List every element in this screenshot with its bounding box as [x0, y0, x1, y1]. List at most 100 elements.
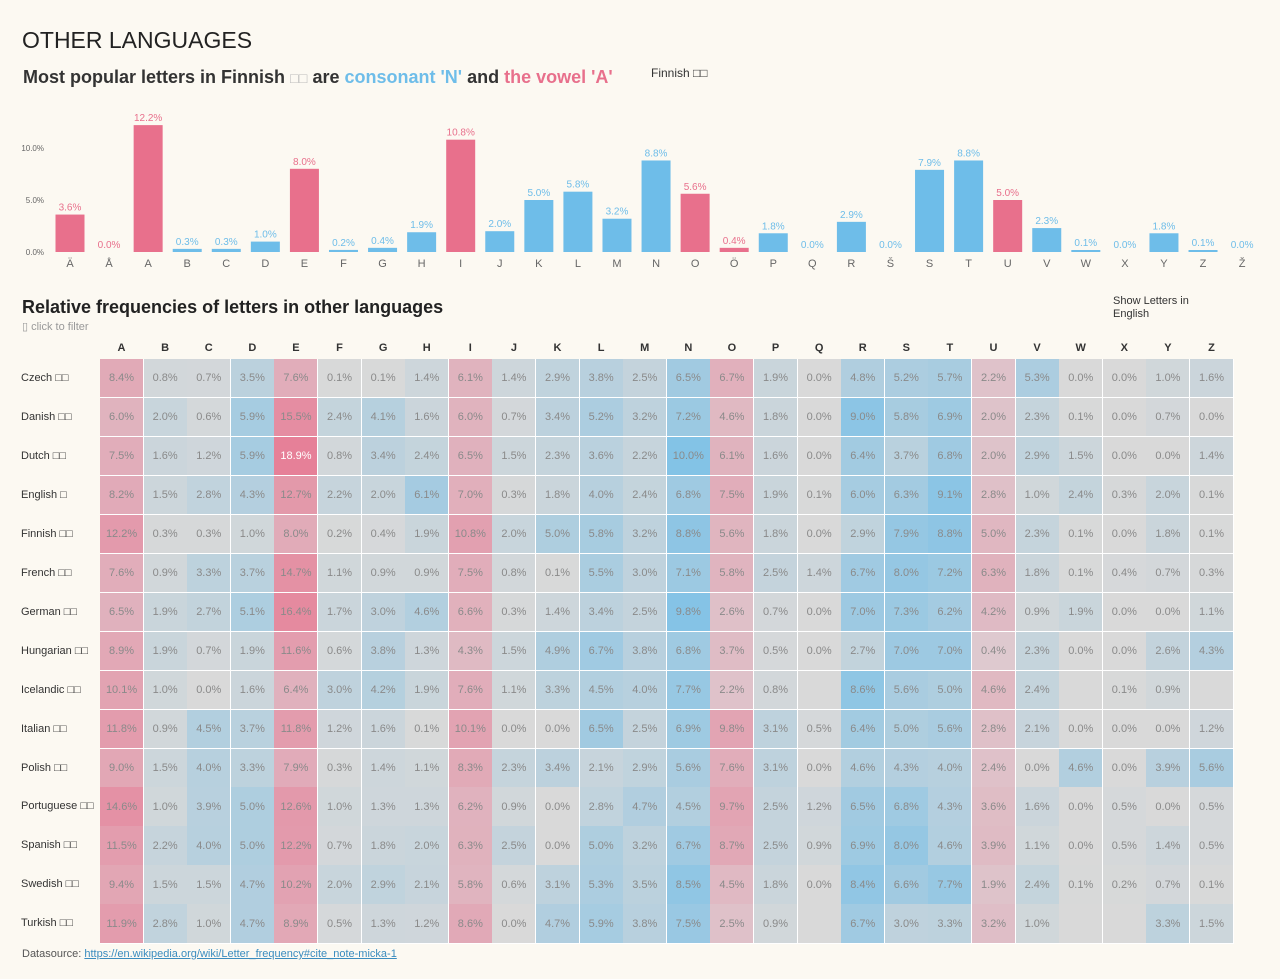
heatmap-cell[interactable]: 1.9%	[143, 631, 188, 672]
heatmap-cell[interactable]: 2.5%	[754, 826, 799, 866]
heatmap-cell[interactable]: 6.5%	[579, 709, 624, 749]
heatmap-cell[interactable]: 12.7%	[274, 475, 319, 516]
column-header-M[interactable]: M	[640, 342, 650, 354]
heatmap-cell[interactable]: 0.0%	[536, 787, 581, 827]
heatmap-cell[interactable]: 12.2%	[100, 514, 145, 555]
column-header-J[interactable]: J	[510, 342, 517, 354]
heatmap-cell[interactable]: 0.0%	[1102, 592, 1147, 633]
row-label[interactable]: Portuguese □□	[21, 800, 94, 813]
heatmap-cell[interactable]: 0.5%	[1190, 826, 1235, 866]
heatmap-cell[interactable]: 6.7%	[579, 631, 624, 672]
heatmap-cell[interactable]: 5.0%	[928, 670, 973, 711]
heatmap-cell[interactable]: 8.0%	[884, 826, 929, 866]
heatmap-cell[interactable]: 0.1%	[1190, 475, 1235, 516]
bar-N[interactable]	[641, 160, 671, 252]
bar-D[interactable]	[250, 241, 280, 252]
heatmap-cell[interactable]: 0.0%	[536, 709, 581, 749]
heatmap-cell[interactable]: 1.0%	[187, 904, 232, 944]
heatmap-cell[interactable]: 0.5%	[1190, 787, 1235, 827]
heatmap-cell[interactable]: 2.4%	[1015, 865, 1060, 905]
row-label[interactable]: Italian □□	[21, 722, 67, 735]
heatmap-cell[interactable]: 2.9%	[841, 514, 886, 555]
heatmap-cell[interactable]: 0.1%	[1059, 514, 1104, 555]
heatmap-cell[interactable]: 8.6%	[448, 904, 493, 944]
bar-F[interactable]	[328, 249, 358, 252]
heatmap-cell[interactable]: 2.4%	[318, 397, 363, 438]
heatmap-cell[interactable]: 3.5%	[230, 359, 275, 399]
heatmap-cell[interactable]: 4.6%	[1059, 748, 1104, 788]
heatmap-cell[interactable]: 0.6%	[492, 865, 537, 905]
heatmap-cell[interactable]: 5.3%	[1015, 359, 1060, 399]
bar-C[interactable]	[211, 248, 241, 252]
heatmap-cell[interactable]: 5.6%	[928, 709, 973, 749]
heatmap-cell[interactable]: 8.6%	[841, 670, 886, 711]
heatmap-cell[interactable]: 2.0%	[972, 436, 1017, 477]
column-header-X[interactable]: X	[1120, 342, 1128, 354]
row-label[interactable]: Czech □□	[21, 372, 69, 384]
heatmap-cell[interactable]: 9.0%	[841, 397, 886, 438]
heatmap-cell[interactable]: 6.2%	[928, 592, 973, 633]
column-header-R[interactable]: R	[858, 342, 867, 354]
heatmap-cell[interactable]: 3.6%	[972, 787, 1017, 827]
heatmap-cell[interactable]: 6.1%	[405, 475, 450, 516]
heatmap-cell[interactable]: 11.8%	[274, 709, 319, 749]
bar-O[interactable]	[680, 193, 710, 252]
heatmap-cell[interactable]	[1102, 904, 1147, 944]
heatmap-cell[interactable]: 0.0%	[1059, 359, 1104, 399]
row-label[interactable]: Turkish □□	[21, 917, 73, 930]
heatmap-cell[interactable]: 1.0%	[318, 787, 363, 827]
heatmap-cell[interactable]: 0.0%	[797, 397, 842, 438]
row-label[interactable]: Polish □□	[21, 761, 68, 774]
heatmap-cell[interactable]: 12.2%	[274, 826, 319, 866]
heatmap-cell[interactable]: 1.1%	[405, 748, 450, 788]
heatmap-cell[interactable]: 1.8%	[1146, 514, 1191, 555]
heatmap-cell[interactable]: 0.9%	[797, 826, 842, 866]
heatmap-cell[interactable]: 4.3%	[884, 748, 929, 788]
heatmap-cell[interactable]: 1.0%	[1015, 475, 1060, 516]
column-header-T[interactable]: T	[946, 342, 954, 354]
heatmap-cell[interactable]: 5.0%	[579, 826, 624, 866]
row-label[interactable]: Swedish □□	[21, 878, 79, 891]
heatmap-cell[interactable]: 1.1%	[1015, 826, 1060, 866]
heatmap-cell[interactable]: 4.5%	[187, 709, 232, 749]
heatmap-cell[interactable]: 0.0%	[1059, 826, 1104, 866]
heatmap-cell[interactable]: 2.5%	[492, 826, 537, 866]
heatmap-cell[interactable]: 1.2%	[797, 787, 842, 827]
heatmap-cell[interactable]: 4.7%	[230, 904, 275, 944]
heatmap-cell[interactable]: 7.0%	[841, 592, 886, 633]
heatmap-cell[interactable]: 0.5%	[754, 631, 799, 672]
heatmap-cell[interactable]: 6.7%	[710, 359, 755, 399]
heatmap-cell[interactable]: 0.0%	[1015, 748, 1060, 788]
heatmap-cell[interactable]: 3.7%	[710, 631, 755, 672]
heatmap-cell[interactable]: 0.9%	[492, 787, 537, 827]
heatmap-cell[interactable]: 0.3%	[1102, 475, 1147, 516]
heatmap-cell[interactable]: 1.9%	[143, 592, 188, 633]
heatmap-cell[interactable]: 0.3%	[143, 514, 188, 555]
heatmap-cell[interactable]: 11.6%	[274, 631, 319, 672]
heatmap-cell[interactable]: 5.8%	[448, 865, 493, 905]
heatmap-cell[interactable]: 1.9%	[405, 514, 450, 555]
heatmap-cell[interactable]: 0.9%	[143, 553, 188, 594]
bar-B[interactable]	[172, 248, 202, 252]
bar-Ä[interactable]	[55, 214, 85, 252]
heatmap-cell[interactable]: 6.3%	[884, 475, 929, 516]
bar-S[interactable]	[915, 169, 945, 252]
heatmap-cell[interactable]: 6.4%	[274, 670, 319, 711]
heatmap-cell[interactable]: 0.7%	[1146, 553, 1191, 594]
heatmap-cell[interactable]: 8.7%	[710, 826, 755, 866]
heatmap-cell[interactable]: 1.4%	[536, 592, 581, 633]
heatmap-cell[interactable]: 2.5%	[754, 553, 799, 594]
heatmap-cell[interactable]: 4.2%	[361, 670, 406, 711]
bar-W[interactable]	[1071, 250, 1101, 252]
heatmap-cell[interactable]: 1.8%	[754, 397, 799, 438]
heatmap-cell[interactable]: 1.4%	[797, 553, 842, 594]
heatmap-cell[interactable]: 0.3%	[1190, 553, 1235, 594]
heatmap-cell[interactable]: 4.0%	[928, 748, 973, 788]
heatmap-cell[interactable]: 1.6%	[361, 709, 406, 749]
heatmap-cell[interactable]: 4.1%	[361, 397, 406, 438]
heatmap-cell[interactable]: 8.8%	[928, 514, 973, 555]
heatmap-cell[interactable]: 1.8%	[361, 826, 406, 866]
heatmap-cell[interactable]: 6.9%	[666, 709, 711, 749]
heatmap-cell[interactable]: 0.5%	[1102, 787, 1147, 827]
heatmap-cell[interactable]: 1.4%	[492, 359, 537, 399]
